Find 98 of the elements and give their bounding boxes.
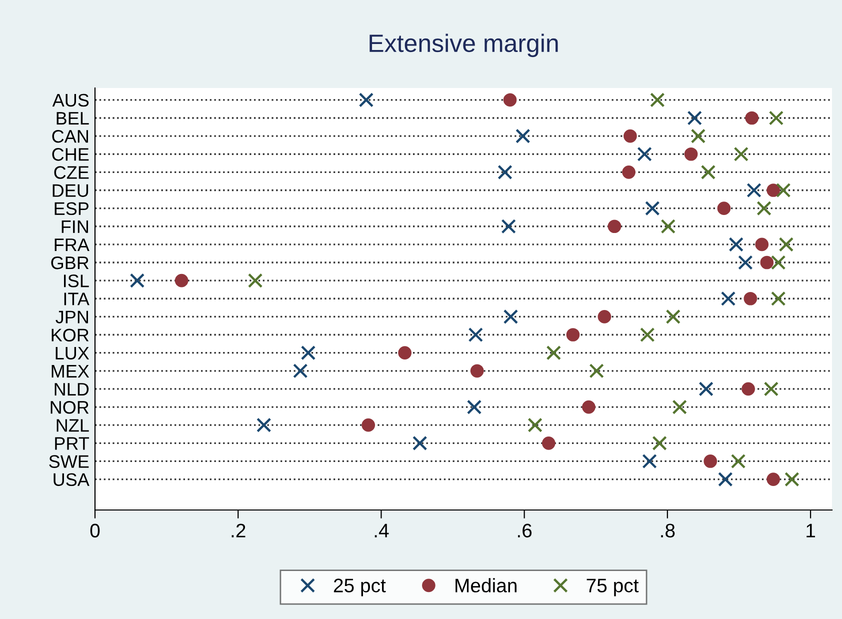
legend-label: Median bbox=[456, 578, 516, 592]
point bbox=[637, 146, 652, 162]
point bbox=[717, 202, 731, 215]
point bbox=[684, 147, 698, 161]
y-tick-label: ITA bbox=[64, 292, 90, 306]
point bbox=[700, 164, 716, 180]
chart-title: Extensive margin bbox=[370, 34, 558, 58]
x-tick-label: .6 bbox=[518, 524, 532, 538]
point bbox=[642, 454, 657, 469]
y-tick-label: USA bbox=[54, 473, 90, 486]
point bbox=[768, 110, 784, 126]
point bbox=[728, 237, 744, 252]
y-tick-label: BEL bbox=[56, 112, 89, 125]
point bbox=[542, 436, 556, 450]
point bbox=[528, 418, 542, 432]
point bbox=[687, 110, 702, 126]
point bbox=[776, 182, 791, 198]
point bbox=[755, 238, 769, 252]
point bbox=[760, 256, 774, 270]
point bbox=[362, 418, 375, 432]
point bbox=[698, 382, 714, 396]
point bbox=[770, 255, 786, 270]
point bbox=[130, 273, 145, 288]
y-tick-label: JPN bbox=[56, 310, 88, 324]
y-tick-label: CAN bbox=[52, 130, 88, 143]
point bbox=[650, 92, 665, 108]
y-tick-label: SWE bbox=[49, 455, 89, 468]
point bbox=[582, 400, 596, 414]
point bbox=[622, 166, 636, 179]
point bbox=[770, 291, 786, 306]
point bbox=[730, 454, 746, 469]
x-tick-label: 1 bbox=[806, 524, 815, 538]
point bbox=[672, 400, 687, 414]
point bbox=[744, 292, 758, 306]
point bbox=[645, 200, 660, 216]
point bbox=[784, 472, 800, 487]
point bbox=[498, 164, 512, 180]
y-tick-label: CZE bbox=[54, 166, 89, 179]
y-tick-label: NOR bbox=[50, 400, 89, 414]
legend-label: 25 pct bbox=[334, 578, 386, 596]
point bbox=[608, 220, 622, 234]
x-tick-label: .4 bbox=[374, 524, 389, 538]
point bbox=[256, 418, 272, 432]
point bbox=[501, 219, 516, 234]
point bbox=[503, 93, 517, 107]
y-tick-label: AUS bbox=[52, 94, 89, 107]
point bbox=[293, 364, 308, 378]
point bbox=[718, 472, 733, 487]
point bbox=[766, 184, 780, 197]
point bbox=[589, 364, 604, 378]
legend-label: 75 pct bbox=[586, 578, 639, 596]
y-tick-label: GBR bbox=[51, 256, 89, 270]
point bbox=[778, 237, 794, 252]
point bbox=[466, 400, 482, 414]
point bbox=[742, 382, 755, 396]
x-tick-label: 0 bbox=[90, 524, 100, 538]
point bbox=[503, 309, 518, 324]
point bbox=[174, 274, 188, 288]
x-tick-label: .8 bbox=[661, 524, 675, 538]
point bbox=[624, 129, 637, 143]
y-tick-label: ESP bbox=[54, 202, 88, 216]
point bbox=[720, 291, 736, 306]
point bbox=[734, 146, 748, 162]
y-tick-label: CHE bbox=[52, 148, 89, 161]
y-tick-label: ISL bbox=[64, 274, 89, 288]
point bbox=[756, 200, 772, 216]
point bbox=[738, 255, 753, 270]
point bbox=[652, 436, 667, 451]
y-tick-label: DEU bbox=[52, 184, 88, 197]
point bbox=[516, 128, 530, 144]
point bbox=[704, 454, 718, 468]
point bbox=[358, 92, 374, 108]
point bbox=[746, 182, 762, 198]
point bbox=[745, 111, 759, 125]
point bbox=[248, 273, 263, 288]
y-tick-label: LUX bbox=[56, 346, 90, 360]
point bbox=[546, 345, 562, 360]
point bbox=[764, 382, 779, 396]
y-tick-label: FRA bbox=[54, 238, 90, 251]
point bbox=[766, 472, 780, 486]
point bbox=[468, 327, 484, 342]
y-tick-label: PRT bbox=[55, 437, 90, 450]
point bbox=[566, 328, 580, 342]
point bbox=[598, 310, 612, 324]
y-tick-label: FIN bbox=[62, 220, 88, 233]
y-tick-label: NZL bbox=[56, 419, 89, 432]
point bbox=[640, 327, 655, 342]
point bbox=[412, 436, 428, 451]
x-tick-label: .2 bbox=[232, 524, 246, 538]
point bbox=[666, 309, 681, 324]
point bbox=[660, 219, 676, 234]
point bbox=[300, 345, 316, 360]
y-tick-label: NLD bbox=[54, 383, 89, 396]
point bbox=[398, 346, 412, 360]
point bbox=[690, 128, 706, 144]
point bbox=[470, 364, 484, 378]
y-tick-label: MEX bbox=[52, 365, 90, 378]
y-tick-label: KOR bbox=[52, 328, 89, 342]
